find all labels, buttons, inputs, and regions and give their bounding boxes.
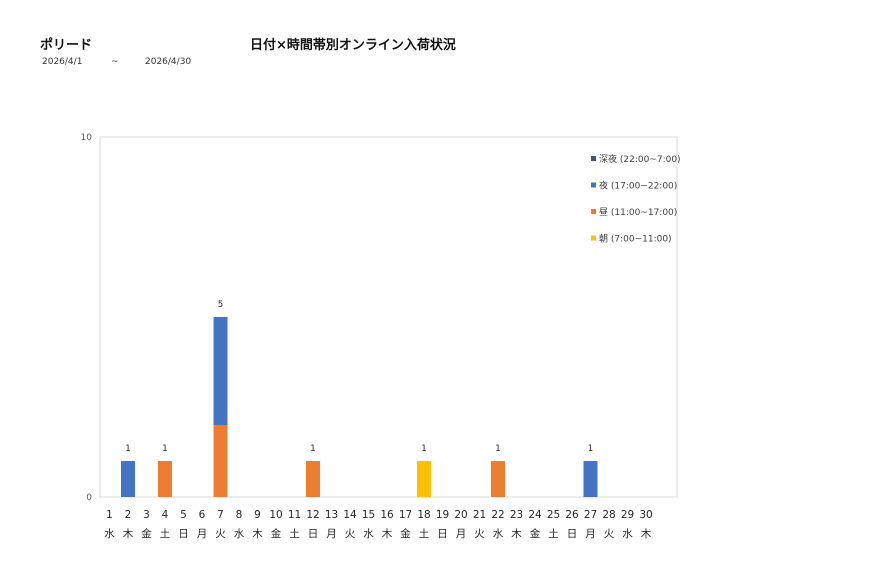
x-tick-day: 18 [417,509,430,521]
x-tick-day: 25 [547,509,560,521]
legend-swatch [591,209,596,214]
x-tick-weekday: 日 [308,528,319,540]
bar-total-label: 5 [218,300,223,310]
x-tick-weekday: 土 [289,527,300,540]
x-tick-weekday: 金 [400,527,411,540]
x-tick-day: 23 [510,509,523,521]
date-end: 2026/4/30 [145,57,192,67]
x-tick-day: 3 [143,509,150,521]
date-start: 2026/4/1 [42,57,83,67]
date-separator: ~ [111,57,119,67]
x-tick-weekday: 金 [271,527,282,540]
legend-label: 夜 (17:00~22:00) [599,180,677,192]
x-tick-day: 4 [162,509,169,521]
x-tick-day: 19 [436,509,449,521]
x-tick-weekday: 木 [511,528,522,540]
bar-segment [306,461,320,497]
x-tick-day: 7 [217,509,224,521]
bar-total-label: 1 [125,444,130,454]
x-tick-day: 8 [236,509,243,521]
x-tick-day: 11 [288,509,301,521]
x-tick-day: 12 [306,509,319,521]
legend-swatch [591,182,596,188]
x-tick-weekday: 月 [585,528,596,540]
x-tick-day: 14 [343,509,357,521]
x-tick-weekday: 月 [326,528,337,540]
x-tick-weekday: 土 [419,527,430,540]
x-tick-day: 10 [269,509,282,521]
x-tick-weekday: 水 [622,528,633,540]
x-tick-day: 30 [639,509,652,521]
bar-total-label: 1 [421,444,426,454]
x-tick-weekday: 木 [641,528,652,540]
x-tick-day: 13 [325,509,338,521]
x-tick-day: 27 [584,509,597,521]
bar-segment [213,425,228,497]
x-tick-day: 24 [528,509,542,521]
x-tick-weekday: 日 [178,528,189,540]
x-tick-weekday: 火 [474,528,485,540]
y-tick-label: 0 [86,493,92,503]
x-tick-day: 1 [106,509,113,521]
legend-label: 深夜 (22:00~7:00) [599,153,681,165]
x-tick-weekday: 土 [548,527,559,540]
x-tick-day: 15 [362,509,375,521]
legend-swatch [591,156,596,161]
x-tick-day: 5 [180,509,187,521]
x-tick-day: 22 [491,509,504,521]
x-tick-day: 16 [380,509,394,521]
x-tick-weekday: 木 [123,528,134,540]
x-tick-weekday: 金 [141,527,152,540]
x-tick-weekday: 水 [234,528,245,540]
chart-title: 日付×時間帯別オンライン入荷状況 [250,38,456,53]
bar-segment [158,461,172,497]
legend-label: 昼 (11:00~17:00) [599,207,677,218]
bar-segment [417,461,431,497]
x-tick-weekday: 金 [530,527,541,540]
x-tick-weekday: 月 [197,528,208,540]
x-tick-day: 6 [199,509,206,521]
bar-total-label: 1 [310,444,315,454]
x-tick-weekday: 水 [104,528,115,540]
y-tick-label: 10 [81,133,93,143]
bar-segment [583,461,598,497]
bar-total-label: 1 [588,444,593,454]
x-tick-day: 21 [473,509,486,521]
x-tick-weekday: 火 [215,528,226,540]
brand-name: ポリード [40,38,93,53]
x-tick-weekday: 水 [493,528,504,540]
legend-swatch [591,235,596,241]
x-tick-day: 26 [565,509,579,521]
x-tick-day: 20 [454,509,467,521]
x-tick-weekday: 日 [437,528,448,540]
x-tick-weekday: 火 [345,528,356,540]
plot-area [99,136,678,498]
x-tick-weekday: 火 [604,528,615,540]
x-tick-weekday: 水 [363,528,374,540]
x-tick-day: 2 [125,509,132,521]
x-tick-weekday: 土 [160,527,171,540]
bar-segment [491,461,505,497]
bar-segment [121,461,135,497]
x-tick-day: 28 [602,509,615,521]
x-tick-weekday: 日 [567,528,578,540]
x-tick-day: 17 [399,509,412,521]
x-tick-weekday: 月 [456,528,467,540]
x-tick-day: 29 [621,509,634,521]
x-tick-weekday: 木 [382,528,393,540]
x-tick-weekday: 木 [252,528,263,540]
x-tick-day: 9 [254,509,261,521]
bar-total-label: 1 [495,444,500,454]
bar-total-label: 1 [162,444,167,454]
bar-segment [213,317,228,425]
legend-label: 朝 (7:00~11:00) [599,234,672,245]
